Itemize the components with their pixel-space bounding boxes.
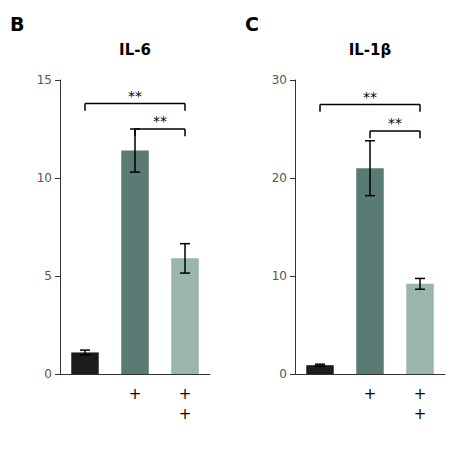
svg-text:IL-6: IL-6 xyxy=(119,41,151,59)
svg-text:+: + xyxy=(179,405,192,423)
svg-text:10: 10 xyxy=(272,269,287,283)
svg-text:+: + xyxy=(414,385,427,403)
svg-text:+: + xyxy=(414,405,427,423)
svg-text:**: ** xyxy=(363,89,377,105)
svg-text:0: 0 xyxy=(279,367,287,381)
svg-text:0: 0 xyxy=(44,367,52,381)
svg-text:5: 5 xyxy=(44,269,52,283)
svg-text:+: + xyxy=(129,385,142,403)
svg-text:C: C xyxy=(245,13,259,35)
svg-text:+: + xyxy=(179,385,192,403)
svg-text:20: 20 xyxy=(272,171,287,185)
svg-text:15: 15 xyxy=(37,73,52,87)
svg-text:B: B xyxy=(10,13,24,35)
svg-text:+: + xyxy=(364,385,377,403)
svg-text:**: ** xyxy=(388,115,402,131)
svg-text:30: 30 xyxy=(272,73,287,87)
svg-text:**: ** xyxy=(128,88,142,104)
svg-text:10: 10 xyxy=(37,171,52,185)
svg-text:IL-1β: IL-1β xyxy=(349,41,392,59)
svg-text:**: ** xyxy=(153,113,167,129)
